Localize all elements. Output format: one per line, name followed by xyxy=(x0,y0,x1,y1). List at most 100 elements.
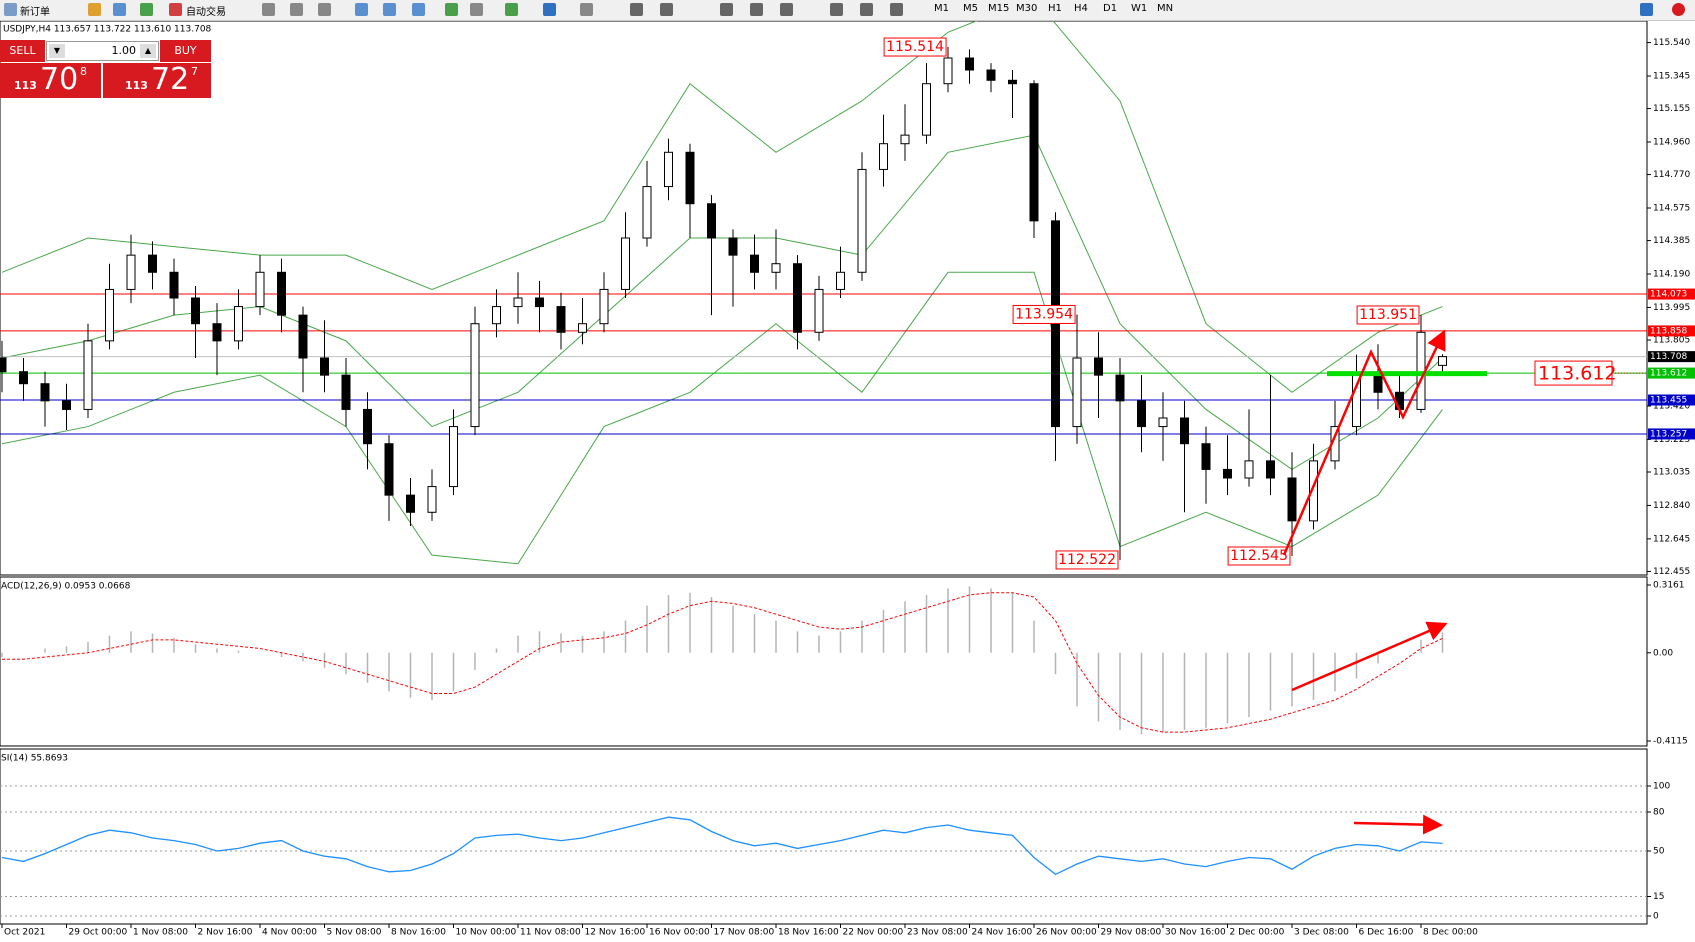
candle-body xyxy=(1244,460,1254,479)
x-tick-label: 8 Dec 00:00 xyxy=(1423,928,1478,938)
timeframe[interactable]: H1 xyxy=(1048,3,1062,14)
icon[interactable] xyxy=(505,3,518,16)
candle-body xyxy=(427,486,437,513)
price-callout: 112.522 xyxy=(1058,552,1116,568)
icon[interactable] xyxy=(750,3,763,16)
candle-body xyxy=(965,57,974,71)
y-tick-label: 0 xyxy=(1653,912,1659,922)
buy-button[interactable]: BUY xyxy=(160,40,211,62)
candle-body xyxy=(943,57,953,85)
icon[interactable] xyxy=(470,3,483,16)
icon[interactable] xyxy=(412,3,425,16)
candle-body xyxy=(1115,374,1125,402)
x-tick-label: 18 Nov 16:00 xyxy=(778,928,839,938)
candle-body xyxy=(212,323,222,342)
candle-body xyxy=(1201,443,1211,470)
icon[interactable] xyxy=(660,3,673,16)
price-level-label: 113.612 xyxy=(1650,369,1687,379)
icon[interactable] xyxy=(113,3,126,16)
big-figure: 113 xyxy=(125,79,148,92)
y-tick-label: 80 xyxy=(1653,808,1665,818)
candle-body xyxy=(169,271,179,299)
icon[interactable] xyxy=(290,3,303,16)
lots-down[interactable]: ▼ xyxy=(49,44,65,58)
icon[interactable] xyxy=(1640,3,1653,16)
candle-body xyxy=(1309,460,1318,522)
icon[interactable] xyxy=(445,3,458,16)
macd-arrow xyxy=(1291,621,1448,692)
y-tick-label: -0.4115 xyxy=(1653,737,1688,747)
auto-trading-button[interactable]: 自动交易 xyxy=(186,7,226,18)
toolbar: 新订单 自动交易 M1 M5 M15 M30 H1 H4 D1 W1 MN xyxy=(0,0,1695,21)
price-callout: 115.514 xyxy=(886,39,944,55)
price-callout-box xyxy=(883,37,947,57)
trend-arrow xyxy=(1282,329,1446,556)
candle-body xyxy=(642,186,652,239)
icon[interactable] xyxy=(780,3,793,16)
timeframe[interactable]: D1 xyxy=(1103,3,1118,14)
icon[interactable] xyxy=(543,3,556,16)
x-tick-label: 2 Nov 16:00 xyxy=(198,928,253,938)
candle-body xyxy=(1072,357,1082,428)
y-tick-label: 114.385 xyxy=(1653,236,1690,246)
icon[interactable] xyxy=(88,3,101,16)
icon[interactable] xyxy=(318,3,331,16)
bid-price[interactable]: 113 70 8 xyxy=(0,62,101,98)
icon[interactable] xyxy=(169,3,182,16)
price-level-label: 113.257 xyxy=(1650,429,1687,439)
timeframe[interactable]: M1 xyxy=(934,3,949,14)
pips: 72 xyxy=(151,62,190,97)
icon[interactable] xyxy=(1672,3,1685,16)
candle-body xyxy=(900,134,910,145)
big-figure: 113 xyxy=(14,79,37,92)
sell-button[interactable]: SELL xyxy=(0,40,45,62)
candle-body xyxy=(578,323,587,333)
new-order-button[interactable]: 新订单 xyxy=(20,7,50,18)
icon[interactable] xyxy=(630,3,643,16)
candle-body xyxy=(513,297,523,308)
timeframe[interactable]: W1 xyxy=(1131,3,1148,14)
candle-body xyxy=(922,83,931,136)
icon[interactable] xyxy=(860,3,873,16)
candle-body xyxy=(1158,417,1168,428)
icon[interactable] xyxy=(383,3,396,16)
icon[interactable] xyxy=(355,3,368,16)
candle-body xyxy=(556,306,566,333)
x-tick-label: 26 Nov 00:00 xyxy=(1036,928,1097,938)
timeframe[interactable]: M15 xyxy=(988,3,1010,14)
lots-value[interactable]: 1.00 xyxy=(111,44,137,57)
icon[interactable] xyxy=(830,3,843,16)
ask-price[interactable]: 113 72 7 xyxy=(103,62,211,98)
y-tick-label: 112.840 xyxy=(1653,501,1690,511)
icon[interactable] xyxy=(720,3,733,16)
lots-up[interactable]: ▲ xyxy=(140,44,156,58)
timeframe[interactable]: M30 xyxy=(1016,3,1038,14)
timeframe[interactable]: MN xyxy=(1157,3,1174,14)
icon[interactable] xyxy=(262,3,275,16)
candle-body xyxy=(664,151,673,188)
signal-line xyxy=(2,592,1443,733)
x-tick-label: 12 Nov 16:00 xyxy=(585,928,646,938)
x-tick-label: 23 Nov 08:00 xyxy=(907,928,968,938)
price-level-label: 113.455 xyxy=(1650,396,1687,406)
candle-body xyxy=(298,314,308,359)
icon[interactable] xyxy=(890,3,903,16)
candle-body xyxy=(1094,357,1103,376)
candle-body xyxy=(857,168,867,273)
icon[interactable] xyxy=(4,3,17,16)
price-level-tag xyxy=(1648,428,1695,440)
bollinger-band xyxy=(1,134,1443,471)
candle-body xyxy=(148,254,157,273)
icon[interactable] xyxy=(140,3,153,16)
lots-input[interactable]: ▼ 1.00 ▲ xyxy=(46,41,159,61)
fraction: 7 xyxy=(191,65,198,78)
icon[interactable] xyxy=(580,3,593,16)
price-level-label: 114.073 xyxy=(1650,290,1687,300)
candle-body xyxy=(1373,374,1383,393)
candle-body xyxy=(707,203,716,239)
callout-label: 113.612 xyxy=(1538,363,1617,385)
timeframe[interactable]: M5 xyxy=(963,3,978,14)
timeframe[interactable]: H4 xyxy=(1074,3,1088,14)
candle-body xyxy=(0,357,7,373)
y-tick-label: 113.995 xyxy=(1653,303,1690,313)
